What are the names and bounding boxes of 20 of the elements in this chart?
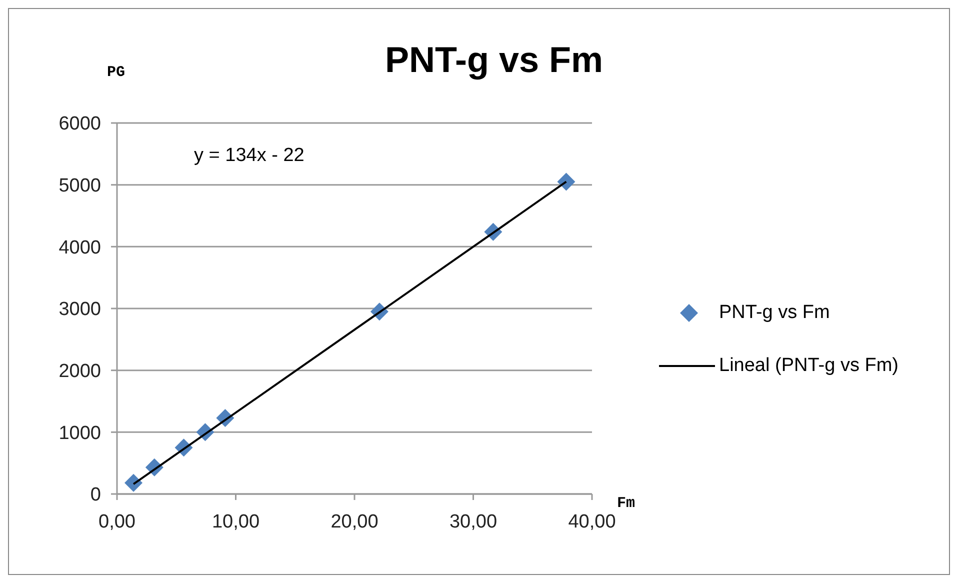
y-axis-title: PG	[107, 64, 126, 81]
x-axis-title: Fm	[617, 495, 636, 512]
x-tick-label: 40,00	[568, 511, 616, 532]
legend-label: PNT-g vs Fm	[719, 302, 830, 324]
point	[124, 474, 143, 492]
legend-label: Lineal (PNT-g vs Fm)	[719, 354, 898, 376]
y-tick-label: 1000	[58, 422, 101, 444]
x-tick-label: 0,00	[98, 511, 136, 532]
y-tick-label: 3000	[58, 299, 101, 320]
x-tick-label: 20,00	[330, 511, 378, 532]
y-tick-label: 4000	[58, 237, 101, 258]
point	[557, 172, 576, 191]
y-tick-label: 0	[90, 484, 101, 506]
y-tick-label: 6000	[58, 114, 101, 135]
chart-title: PNT-g vs Fm	[384, 39, 604, 80]
x-tick-label: 10,00	[212, 511, 260, 532]
annotation: y = 134x - 22	[194, 145, 304, 167]
x-tick-label: 30,00	[449, 511, 498, 532]
y-tick-label: 5000	[58, 176, 101, 197]
y-tick-label: 2000	[58, 361, 101, 382]
